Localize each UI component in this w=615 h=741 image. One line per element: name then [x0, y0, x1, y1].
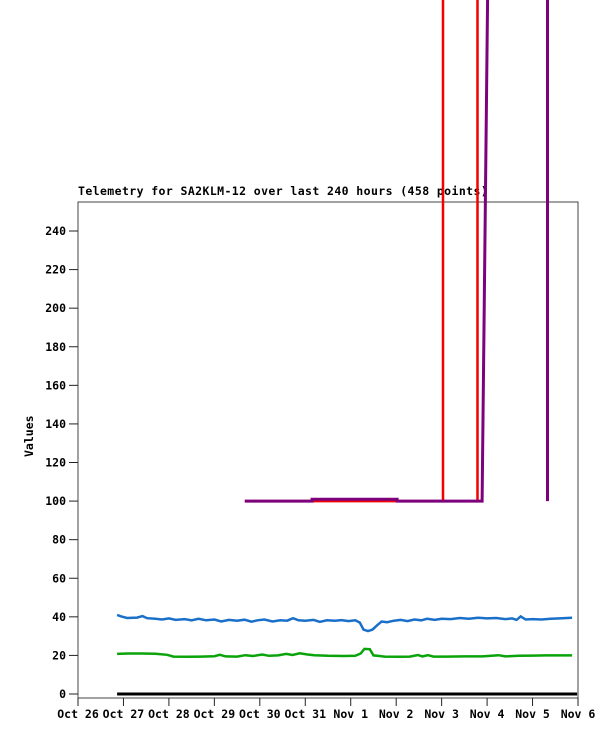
- y-tick-label: 220: [45, 263, 66, 277]
- x-tick-label: Nov 2: [379, 707, 414, 721]
- y-tick-label: 20: [52, 648, 66, 662]
- plot-border: [77, 201, 579, 699]
- x-tick-label: Oct 28: [148, 707, 190, 721]
- x-tick-label: Oct 30: [239, 707, 281, 721]
- y-tick-label: 140: [45, 417, 66, 431]
- series-red-line: [244, 0, 479, 503]
- y-tick-label: 200: [45, 301, 66, 315]
- y-tick-label: 120: [45, 456, 66, 470]
- x-tick-label: Nov 6: [561, 707, 596, 721]
- y-tick-label: 100: [45, 494, 66, 508]
- x-tick-label: Nov 4: [470, 707, 505, 721]
- x-tick-label: Oct 26: [57, 707, 99, 721]
- series-green-line: [117, 647, 573, 659]
- y-tick-label: 160: [45, 378, 66, 392]
- y-tick-label: 240: [45, 224, 66, 238]
- x-tick-label: Oct 31: [284, 707, 326, 721]
- y-tick-label: 60: [52, 571, 66, 585]
- x-tick-label: Oct 27: [103, 707, 145, 721]
- x-tick-label: Nov 3: [424, 707, 459, 721]
- x-tick-label: Nov 1: [333, 707, 368, 721]
- chart-title: Telemetry for SA2KLM-12 over last 240 ho…: [78, 184, 489, 198]
- y-tick-label: 40: [52, 610, 66, 624]
- series-blue-line: [116, 613, 573, 633]
- series-purple-line: [244, 0, 549, 503]
- y-tick-label: 0: [59, 687, 66, 701]
- y-tick-label: 180: [45, 340, 66, 354]
- x-tick-label: Nov 5: [515, 707, 550, 721]
- x-tick-label: Oct 29: [194, 707, 236, 721]
- y-tick-label: 80: [52, 533, 66, 547]
